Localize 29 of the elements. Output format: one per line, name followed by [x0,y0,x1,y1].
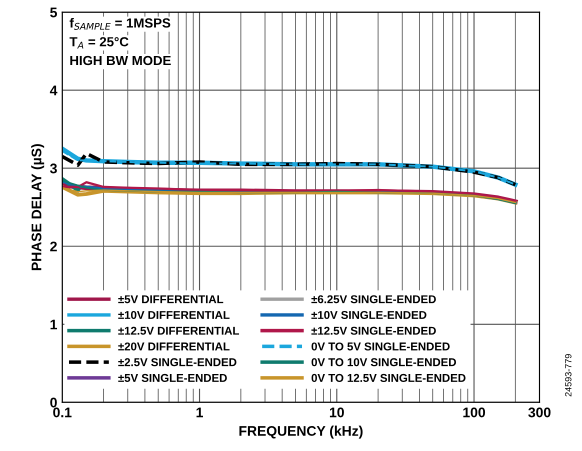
legend-label: ±5V SINGLE-ENDED [118,374,227,382]
y-axis-title: PHASE DELAY (µS) [31,144,44,270]
y-tick-label: 3 [50,164,57,174]
legend-label: ±10V SINGLE-ENDED [311,310,426,320]
legend-label: 0V TO 10V SINGLE-ENDED [312,358,456,366]
x-axis-title: FREQUENCY (kHz) [239,426,363,439]
legend-label: 0V TO 5V SINGLE-ENDED [312,342,450,351]
x-tick-label: 1 [196,408,203,418]
x-tick-label: 100 [463,408,486,418]
legend-label: 0V TO 12.5V SINGLE-ENDED [312,374,466,382]
annotation: HIGH BW MODE [70,56,171,66]
y-tick-label: 0 [50,398,57,408]
legend-label: ±2.5V SINGLE-ENDED [118,358,236,366]
legend-label: ±20V DIFFERENTIAL [118,342,230,351]
y-tick-label: 1 [50,320,58,330]
legend-label: ±5V DIFFERENTIAL [118,295,224,304]
x-tick-label: 10 [330,408,344,418]
text: 24593-779 [565,354,572,396]
annotation: T$_{A}$ = 25°C [70,37,128,48]
y-tick-label: 4 [50,86,58,96]
y-tick-label: 5 [50,8,58,18]
annotation: f$_{SAMPLE}$ = 1MSPS [70,18,170,30]
legend-label: ±6.25V SINGLE-ENDED [311,295,436,304]
x-tick-label: 300 [528,408,551,418]
y-tick-label: 2 [50,242,57,252]
legend-label: ±10V DIFFERENTIAL [118,310,230,320]
legend-label: ±12.5V DIFFERENTIAL [118,326,240,335]
legend-label: ±12.5V SINGLE-ENDED [311,326,436,335]
x-tick-label: 0.1 [53,408,72,418]
